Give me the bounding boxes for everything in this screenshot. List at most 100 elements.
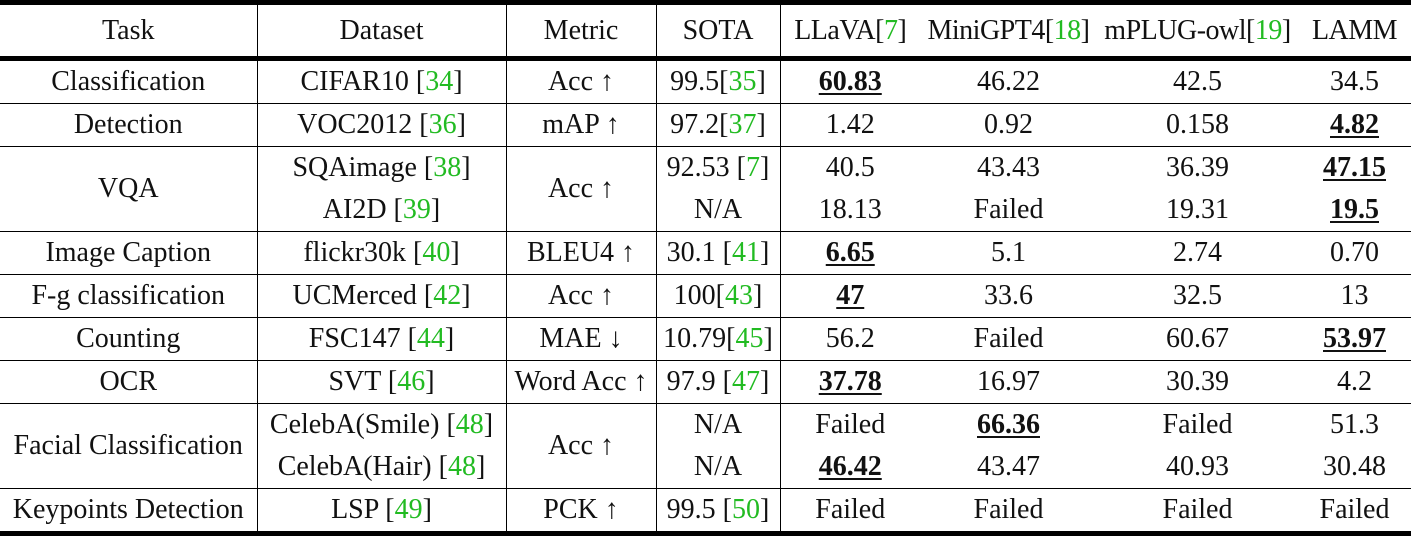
col-header-mplug-owl: mPLUG-owl[19] <box>1097 0 1298 61</box>
metric-cell: Acc ↑ <box>506 58 657 104</box>
metric-cell: mAP ↑ <box>506 103 657 147</box>
score-lamm: 13 <box>1298 274 1411 318</box>
task-cell: Keypoints Detection <box>0 488 258 536</box>
score-mplug-owl: 36.39 <box>1166 152 1229 183</box>
score-minigpt4: 33.6 <box>920 274 1097 318</box>
score-lamm: Failed <box>1298 488 1411 536</box>
metric-cell: Acc ↑ <box>506 403 657 489</box>
score-mplug-owl: Failed <box>1162 409 1233 440</box>
score-minigpt4: Failed <box>920 317 1097 361</box>
score-minigpt4: 66.36 <box>977 409 1040 440</box>
metric-cell: Word Acc ↑ <box>506 360 657 404</box>
score-lamm: 19.5 <box>1298 189 1411 232</box>
sota-cell: 30.1 [41] <box>656 231 781 275</box>
table-row: F-g classification UCMerced [42] Acc ↑ 100[… <box>0 274 1411 318</box>
sota-cell: 92.53 [7] <box>656 146 781 189</box>
col-header-task: Task <box>0 0 258 61</box>
task-cell: Image Caption <box>0 231 258 275</box>
dataset-cell: AI2D [39] <box>257 189 507 232</box>
col-header-minigpt4: MiniGPT4[18] <box>920 0 1097 61</box>
score-llava: 6.65 <box>780 231 920 275</box>
sota-cell: N/A <box>656 446 781 489</box>
score-mplug-owl: 40.93 <box>1097 446 1298 489</box>
score-mplug-owl: 60.67 <box>1097 317 1298 361</box>
score-llava: 60.83 <box>780 58 920 104</box>
dataset-cell: flickr30k [40] <box>257 231 507 275</box>
score-llava: 40.5 <box>825 152 875 183</box>
col-header-metric: Metric <box>506 0 657 61</box>
task-cell: OCR <box>0 360 258 404</box>
score-llava: 37.78 <box>780 360 920 404</box>
score-lamm: 53.97 <box>1298 317 1411 361</box>
score-mplug-owl: 0.158 <box>1097 103 1298 147</box>
task-cell: Detection <box>0 103 258 147</box>
score-lamm: 34.5 <box>1298 58 1411 104</box>
sota-cell: 99.5 [50] <box>656 488 781 536</box>
table-row: CelebA(Hair) [48] N/A 46.42 43.47 40.93 30.48 <box>0 446 1411 489</box>
score-mplug-owl: 32.5 <box>1097 274 1298 318</box>
score-lamm: 47.15 <box>1323 152 1386 183</box>
table-row: Classification CIFAR10 [34] Acc ↑ 99.5[35] 6… <box>0 58 1411 104</box>
score-llava: Failed <box>780 488 920 536</box>
sota-cell: 97.9 [47] <box>656 360 781 404</box>
sota-cell: 97.2[37] <box>656 103 781 147</box>
table-row: Image Caption flickr30k [40] BLEU4 ↑ 30.1 [… <box>0 231 1411 275</box>
table-row: Keypoints Detection LSP [49] PCK ↑ 99.5 [50… <box>0 488 1411 536</box>
metric-cell: MAE ↓ <box>506 317 657 361</box>
table-row: Detection VOC2012 [36] mAP ↑ 97.2[37] 1.42 0.… <box>0 103 1411 147</box>
dataset-cell: CelebA(Hair) [48] <box>257 446 507 489</box>
col-header-lamm: LAMM <box>1298 0 1411 61</box>
col-header-llava: LLaVA[7] <box>780 0 920 61</box>
score-llava: 56.2 <box>780 317 920 361</box>
table-row: Counting FSC147 [44] MAE ↓ 10.79[45] 56.2 Fai… <box>0 317 1411 361</box>
sota-cell: N/A <box>656 189 781 232</box>
score-minigpt4: Failed <box>920 189 1097 232</box>
dataset-cell: CelebA(Smile) [48] <box>257 403 507 446</box>
score-minigpt4: 43.47 <box>920 446 1097 489</box>
table-row: AI2D [39] N/A 18.13 Failed 19.31 19.5 <box>0 189 1411 232</box>
col-header-sota: SOTA <box>656 0 781 61</box>
header-row: Task Dataset Metric SOTA LLaVA[7] MiniGP… <box>0 0 1411 61</box>
score-llava: 18.13 <box>780 189 920 232</box>
score-mplug-owl: 2.74 <box>1097 231 1298 275</box>
task-cell: Facial Classification <box>0 403 258 489</box>
score-llava: Failed <box>815 409 886 440</box>
task-cell: VQA <box>0 146 258 232</box>
score-mplug-owl: 19.31 <box>1097 189 1298 232</box>
dataset-cell: LSP [49] <box>257 488 507 536</box>
table-row: VQA SQAimage [38] Acc ↑ 92.53 [7] 40.5 43.43 3… <box>0 146 1411 232</box>
table-row: OCR SVT [46] Word Acc ↑ 97.9 [47] 37.78 16.97… <box>0 360 1411 404</box>
score-mplug-owl: Failed <box>1097 488 1298 536</box>
score-minigpt4: 5.1 <box>920 231 1097 275</box>
col-header-dataset: Dataset <box>257 0 507 61</box>
score-lamm: 30.48 <box>1298 446 1411 489</box>
score-mplug-owl: 42.5 <box>1097 58 1298 104</box>
dataset-cell: VOC2012 [36] <box>257 103 507 147</box>
sota-cell: N/A <box>656 403 781 446</box>
score-minigpt4: 43.43 <box>977 152 1040 183</box>
metric-cell: PCK ↑ <box>506 488 657 536</box>
metric-cell: Acc ↑ <box>506 274 657 318</box>
score-minigpt4: 0.92 <box>920 103 1097 147</box>
task-cell: Counting <box>0 317 258 361</box>
metric-cell: BLEU4 ↑ <box>506 231 657 275</box>
metric-cell: Acc ↑ <box>506 146 657 232</box>
score-lamm: 4.82 <box>1298 103 1411 147</box>
score-minigpt4: 16.97 <box>920 360 1097 404</box>
sota-cell: 99.5[35] <box>656 58 781 104</box>
score-lamm: 4.2 <box>1298 360 1411 404</box>
task-cell: F-g classification <box>0 274 258 318</box>
sota-cell: 100[43] <box>656 274 781 318</box>
table-row: Facial Classification CelebA(Smile) [48] A… <box>0 403 1411 489</box>
score-lamm: 51.3 <box>1330 409 1379 440</box>
sota-cell: 10.79[45] <box>656 317 781 361</box>
score-llava: 47 <box>780 274 920 318</box>
dataset-cell: UCMerced [42] <box>257 274 507 318</box>
score-llava: 1.42 <box>780 103 920 147</box>
score-lamm: 0.70 <box>1298 231 1411 275</box>
dataset-cell: SVT [46] <box>257 360 507 404</box>
dataset-cell: CIFAR10 [34] <box>257 58 507 104</box>
score-minigpt4: 46.22 <box>920 58 1097 104</box>
score-minigpt4: Failed <box>920 488 1097 536</box>
